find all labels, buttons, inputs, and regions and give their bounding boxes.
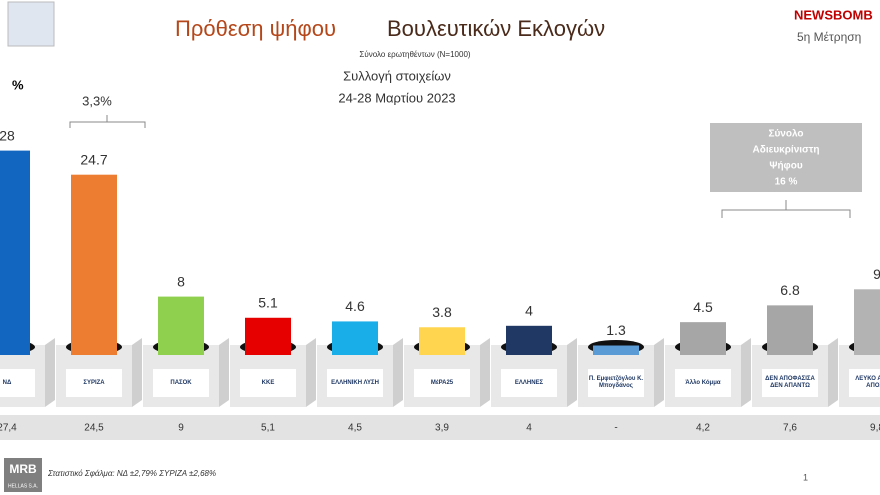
bar: [680, 322, 726, 355]
value-label: 5.1: [258, 294, 278, 310]
category-label: ΚΚΕ: [240, 369, 296, 397]
period-label: Συλλογή στοιχείων: [343, 68, 451, 83]
subtitle: Σύνολο ερωτηθέντων (N=1000): [359, 50, 470, 59]
category-label: ΕΛΛΗΝΙΚΗ ΛΥΣΗ: [327, 369, 383, 397]
bar: [767, 305, 813, 355]
previous-value: 9,8: [870, 423, 880, 434]
value-label: 9: [873, 266, 880, 282]
previous-value: 4,2: [696, 423, 710, 434]
category-label: ΣΥΡΙΖΑ: [66, 369, 122, 397]
unit: %: [12, 77, 24, 92]
bar: [332, 321, 378, 355]
previous-value: 9: [178, 423, 184, 434]
bar: [593, 345, 639, 355]
category-label: ΠΑΣΟΚ: [153, 369, 209, 397]
value-label: 4: [525, 303, 533, 319]
wave: 5η Μέτρηση: [797, 30, 861, 44]
bracket: [721, 200, 851, 218]
bar: [245, 317, 291, 355]
box-right: [828, 338, 838, 407]
bracket: [69, 115, 146, 128]
source-logo: [4, 458, 42, 492]
value-label: 4.6: [345, 298, 365, 314]
previous-value: 5,1: [261, 423, 275, 434]
source: MRB: [9, 462, 37, 476]
previous-value: 3,9: [435, 423, 449, 434]
category-label: Π. Εμφιετζόγλου Κ. Μπογδάνος: [588, 369, 644, 397]
value-label: 24.7: [80, 151, 107, 167]
bar: [419, 327, 465, 355]
value-label: 6.8: [780, 282, 800, 298]
bar: [0, 150, 30, 355]
box-right: [480, 338, 490, 407]
previous-value: 4: [526, 423, 532, 434]
value-label: 3.8: [432, 304, 452, 320]
value-label: 4.5: [693, 299, 713, 315]
bar: [854, 289, 880, 355]
value-label: 8: [177, 273, 185, 289]
page-number: 1: [803, 472, 808, 482]
value-label: 1.3: [606, 322, 626, 338]
category-label: ΕΛΛΗΝΕΣ: [501, 369, 557, 397]
logo-map: [7, 1, 55, 47]
bar: [71, 174, 117, 355]
note-line: Ψήφου: [769, 161, 802, 172]
box-right: [741, 338, 751, 407]
chart-title-rest: Βουλευτικών Εκλογών: [387, 16, 605, 41]
value-label: 28: [0, 127, 15, 143]
box-right: [132, 338, 142, 407]
previous-value: 27,4: [0, 423, 17, 434]
category-label: Άλλο Κόμμα: [675, 369, 731, 397]
previous-value: 7,6: [783, 423, 797, 434]
previous-value: -: [614, 423, 617, 434]
category-label: ΜέΡΑ25: [414, 369, 470, 397]
box-right: [219, 338, 229, 407]
previous-value: 24,5: [84, 423, 104, 434]
box-right: [567, 338, 577, 407]
box-right: [654, 338, 664, 407]
bar: [158, 296, 204, 355]
chart-title: Πρόθεση ψήφου: [175, 16, 336, 41]
period: 24-28 Μαρτίου 2023: [338, 90, 455, 105]
previous-row: [0, 415, 880, 440]
source-sub: HELLAS S.A.: [8, 483, 38, 489]
footnote: Στατιστικό Σφάλμα: ΝΔ ±2,79% ΣΥΡΙΖΑ ±2,6…: [47, 469, 216, 478]
box-right: [306, 338, 316, 407]
note-line: Σύνολο: [768, 129, 803, 140]
brand: NEWSBOMB: [794, 7, 873, 22]
gap-note: 3,3%: [82, 93, 112, 108]
note-box: [710, 123, 862, 192]
category-label: ΔΕΝ ΑΠΟΦΑΣΙΣΑ ΔΕΝ ΑΠΑΝΤΩ: [762, 369, 818, 397]
category-label: ΛΕΥΚΟ ΑΚΥΡΟ ΑΠΟΧΗ: [849, 369, 880, 397]
box-right: [393, 338, 403, 407]
bar: [506, 325, 552, 355]
note-line: 16 %: [775, 177, 798, 188]
category-label: ΝΔ: [0, 369, 35, 397]
note-line: Αδιευκρίνιστη: [753, 145, 820, 156]
box-right: [45, 338, 55, 407]
previous-value: 4,5: [348, 423, 362, 434]
